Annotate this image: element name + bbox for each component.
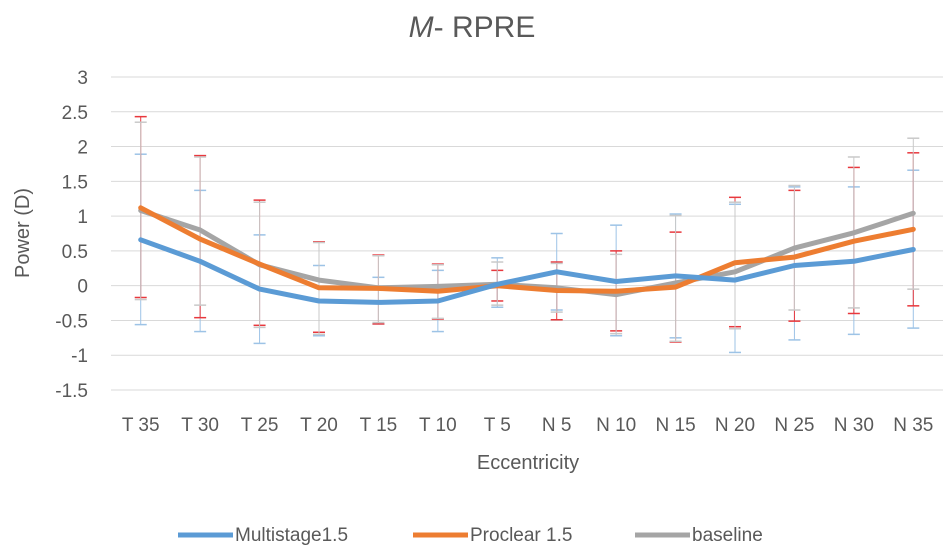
y-tick-label: -1.5	[55, 381, 88, 402]
chart-title-rest: - RPRE	[434, 11, 536, 44]
x-axis-label: Eccentricity	[477, 452, 579, 474]
legend-label: baseline	[692, 525, 763, 546]
y-tick-label: 1	[77, 207, 88, 228]
series-lines	[138, 205, 916, 305]
y-tick-label: 1.5	[62, 172, 88, 193]
x-tick-label: T 20	[300, 415, 338, 436]
legend-label: Multistage1.5	[235, 525, 348, 546]
chart-title: M- RPRE	[409, 11, 536, 44]
x-tick-label: N 10	[596, 415, 636, 436]
x-tick-label: T 10	[419, 415, 457, 436]
legend-label: Proclear 1.5	[470, 525, 572, 546]
y-tick-label: -1	[71, 346, 88, 367]
grid-layer	[111, 76, 943, 391]
x-tick-label: N 5	[542, 415, 572, 436]
x-tick-label: N 25	[774, 415, 814, 436]
x-tick-label: N 35	[893, 415, 933, 436]
error-bars	[134, 115, 920, 354]
y-tick-label: 2	[77, 138, 88, 159]
legend-entry: Multistage1.5	[178, 525, 348, 546]
chart-title-italic: M	[409, 11, 434, 44]
x-tick-label: T 35	[122, 415, 160, 436]
legend-entry: baseline	[635, 525, 763, 546]
y-tick-label: 0	[77, 277, 88, 298]
x-tick-label: T 15	[360, 415, 398, 436]
y-tick-label: -0.5	[55, 311, 88, 332]
series-line-2	[138, 208, 916, 298]
legend: Multistage1.5 Proclear 1.5 baseline	[178, 525, 763, 546]
legend-entry: Proclear 1.5	[413, 525, 572, 546]
x-tick-label: N 30	[834, 415, 874, 436]
x-tick-label: N 15	[656, 415, 696, 436]
x-tick-labels: T 35 T 30 T 25 T 20 T 15 T 10 T 5 N 5 N 10 N 15 N …	[122, 415, 933, 436]
series-line-1	[138, 205, 916, 294]
y-axis-label: Power (D)	[12, 188, 34, 278]
series-line-0	[138, 237, 916, 305]
x-tick-label: N 20	[715, 415, 755, 436]
x-tick-label: T 30	[181, 415, 219, 436]
y-tick-labels: 3 2.5 2 1.5 1 0.5 0 -0.5 -1 -1.5	[55, 68, 88, 402]
y-tick-label: 3	[77, 68, 88, 89]
y-tick-label: 0.5	[62, 242, 88, 263]
x-tick-label: T 25	[241, 415, 279, 436]
y-tick-label: 2.5	[62, 103, 88, 124]
x-tick-label: T 5	[484, 415, 511, 436]
